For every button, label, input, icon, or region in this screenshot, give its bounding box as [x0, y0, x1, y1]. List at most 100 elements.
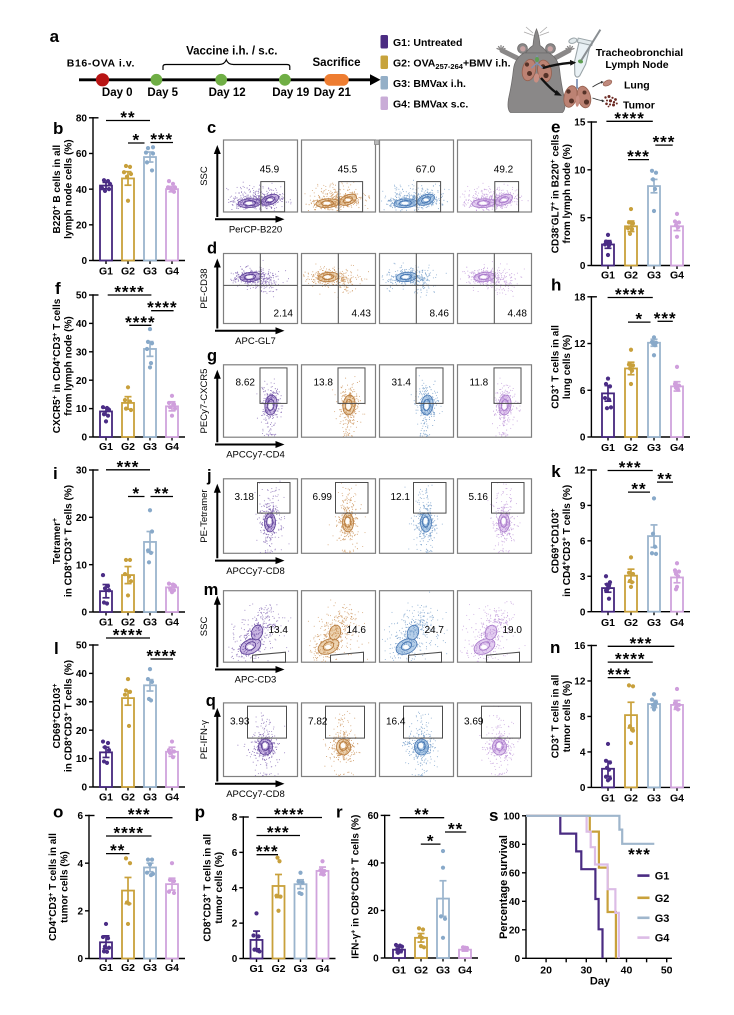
svg-text:G1: G1: [601, 270, 615, 282]
svg-text:**: **: [120, 108, 135, 127]
svg-text:l: l: [54, 639, 59, 658]
svg-text:31.4: 31.4: [392, 378, 412, 389]
svg-text:Day 19: Day 19: [272, 87, 309, 99]
svg-text:p: p: [195, 803, 205, 822]
svg-text:Day 0: Day 0: [102, 87, 133, 99]
svg-text:15: 15: [574, 118, 586, 129]
svg-text:4: 4: [232, 883, 238, 894]
svg-text:40: 40: [509, 897, 521, 908]
svg-text:8.46: 8.46: [430, 309, 450, 320]
svg-text:G4: G4: [165, 266, 179, 278]
svg-text:20: 20: [76, 726, 88, 737]
svg-text:G3: G3: [655, 913, 670, 925]
svg-text:19.0: 19.0: [503, 625, 523, 636]
svg-text:G3: G3: [436, 965, 450, 977]
svg-text:B220+​ B cells in all: B220+​ B cells in all: [52, 145, 63, 234]
svg-text:in CD4+​CD3+​ T cells (%): in CD4+​CD3+​ T cells (%): [562, 485, 573, 597]
svg-text:Day: Day: [590, 976, 611, 988]
svg-text:***: ***: [654, 309, 677, 328]
svg-text:lymph node cells (%): lymph node cells (%): [64, 139, 75, 238]
svg-text:h: h: [551, 276, 561, 295]
svg-text:***: ***: [653, 133, 676, 152]
svg-text:in CD8+​CD3+​ T cells (%): in CD8+​CD3+​ T cells (%): [63, 660, 74, 772]
svg-text:8: 8: [580, 712, 586, 723]
svg-text:Lymph Node: Lymph Node: [605, 59, 668, 71]
svg-text:APCCy7-CD8: APCCy7-CD8: [226, 789, 285, 800]
svg-text:PE-IFN-γ: PE-IFN-γ: [199, 720, 210, 759]
svg-text:G2: G2: [414, 965, 428, 977]
svg-text:CXCR5+​ in CD4+​CD3+​ T cells: CXCR5+​ in CD4+​CD3+​ T cells: [52, 298, 63, 433]
svg-text:***: ***: [256, 842, 279, 861]
svg-text:Day 21: Day 21: [314, 87, 352, 99]
svg-text:10: 10: [76, 560, 88, 571]
svg-text:3: 3: [580, 572, 586, 583]
svg-text:11.8: 11.8: [470, 378, 489, 389]
svg-text:CD8+​CD3+​ T cells in all: CD8+​CD3+​ T cells in all: [202, 834, 213, 942]
svg-text:G1: Untreated: G1: Untreated: [393, 37, 462, 49]
svg-text:APC-CD3: APC-CD3: [235, 675, 277, 686]
svg-text:2: 2: [232, 919, 238, 930]
svg-text:13.4: 13.4: [269, 625, 289, 636]
svg-text:***: ***: [150, 130, 173, 149]
svg-text:Tracheobronchial: Tracheobronchial: [596, 47, 684, 59]
svg-text:****: ****: [615, 650, 645, 669]
svg-text:G4: G4: [670, 270, 684, 282]
svg-text:Vaccine i.h. / s.c.: Vaccine i.h. / s.c.: [186, 46, 277, 58]
svg-text:****: ****: [614, 109, 644, 128]
svg-text:n: n: [550, 638, 560, 657]
svg-text:0: 0: [81, 433, 87, 444]
svg-text:PE-Tetramer: PE-Tetramer: [199, 489, 210, 542]
svg-text:20: 20: [509, 925, 521, 936]
svg-text:G2: G2: [624, 442, 638, 454]
svg-text:G2: G2: [121, 792, 135, 804]
svg-text:20: 20: [76, 220, 88, 231]
svg-text:G1: G1: [249, 963, 263, 975]
svg-text:CD69+​CD103+​: CD69+​CD103+​: [550, 508, 561, 573]
svg-text:****: ****: [125, 313, 155, 332]
svg-text:40: 40: [76, 319, 88, 330]
svg-text:40: 40: [76, 669, 88, 680]
svg-text:k: k: [551, 462, 561, 481]
svg-text:4.48: 4.48: [508, 309, 528, 320]
svg-text:0: 0: [580, 433, 586, 444]
svg-text:40: 40: [76, 185, 88, 196]
svg-text:tumor cells (%): tumor cells (%): [562, 681, 573, 753]
svg-text:12: 12: [574, 677, 586, 688]
svg-text:12: 12: [574, 339, 586, 350]
svg-text:60: 60: [368, 811, 380, 822]
svg-text:m: m: [204, 581, 219, 599]
svg-text:*: *: [132, 131, 140, 150]
svg-text:G1: G1: [99, 441, 113, 453]
svg-text:***: ***: [630, 634, 653, 653]
svg-text:Tumor: Tumor: [623, 100, 655, 112]
svg-text:50: 50: [76, 291, 88, 302]
svg-text:i: i: [53, 464, 58, 483]
svg-text:G3: G3: [143, 266, 157, 278]
svg-text:G4: G4: [655, 933, 671, 945]
svg-text:G1: G1: [99, 792, 113, 804]
svg-text:100: 100: [503, 811, 520, 822]
svg-text:***: ***: [619, 458, 642, 477]
svg-text:G3: G3: [143, 792, 157, 804]
svg-text:0: 0: [580, 607, 586, 618]
svg-text:b: b: [53, 119, 63, 138]
svg-text:G1: G1: [601, 617, 615, 629]
svg-text:20: 20: [368, 906, 380, 917]
svg-text:G2: G2: [624, 617, 638, 629]
svg-text:s: s: [489, 806, 498, 825]
svg-text:g: g: [207, 347, 217, 365]
svg-text:**: **: [657, 470, 672, 489]
svg-text:G2: G2: [121, 962, 135, 974]
svg-text:3.69: 3.69: [464, 717, 484, 728]
svg-text:8: 8: [232, 813, 238, 824]
svg-text:CD3+​ T cells in all: CD3+​ T cells in all: [550, 325, 561, 409]
svg-text:***: ***: [627, 147, 650, 166]
svg-text:G4: BMVax s.c.: G4: BMVax s.c.: [393, 99, 468, 111]
svg-text:Tetramer+​: Tetramer+​: [52, 518, 63, 564]
svg-text:40: 40: [368, 859, 380, 870]
svg-text:**: **: [154, 484, 169, 503]
svg-text:APCCy7-CD4: APCCy7-CD4: [226, 450, 285, 461]
svg-text:4: 4: [580, 748, 586, 759]
svg-text:**: **: [414, 805, 429, 824]
svg-text:4.43: 4.43: [352, 309, 372, 320]
